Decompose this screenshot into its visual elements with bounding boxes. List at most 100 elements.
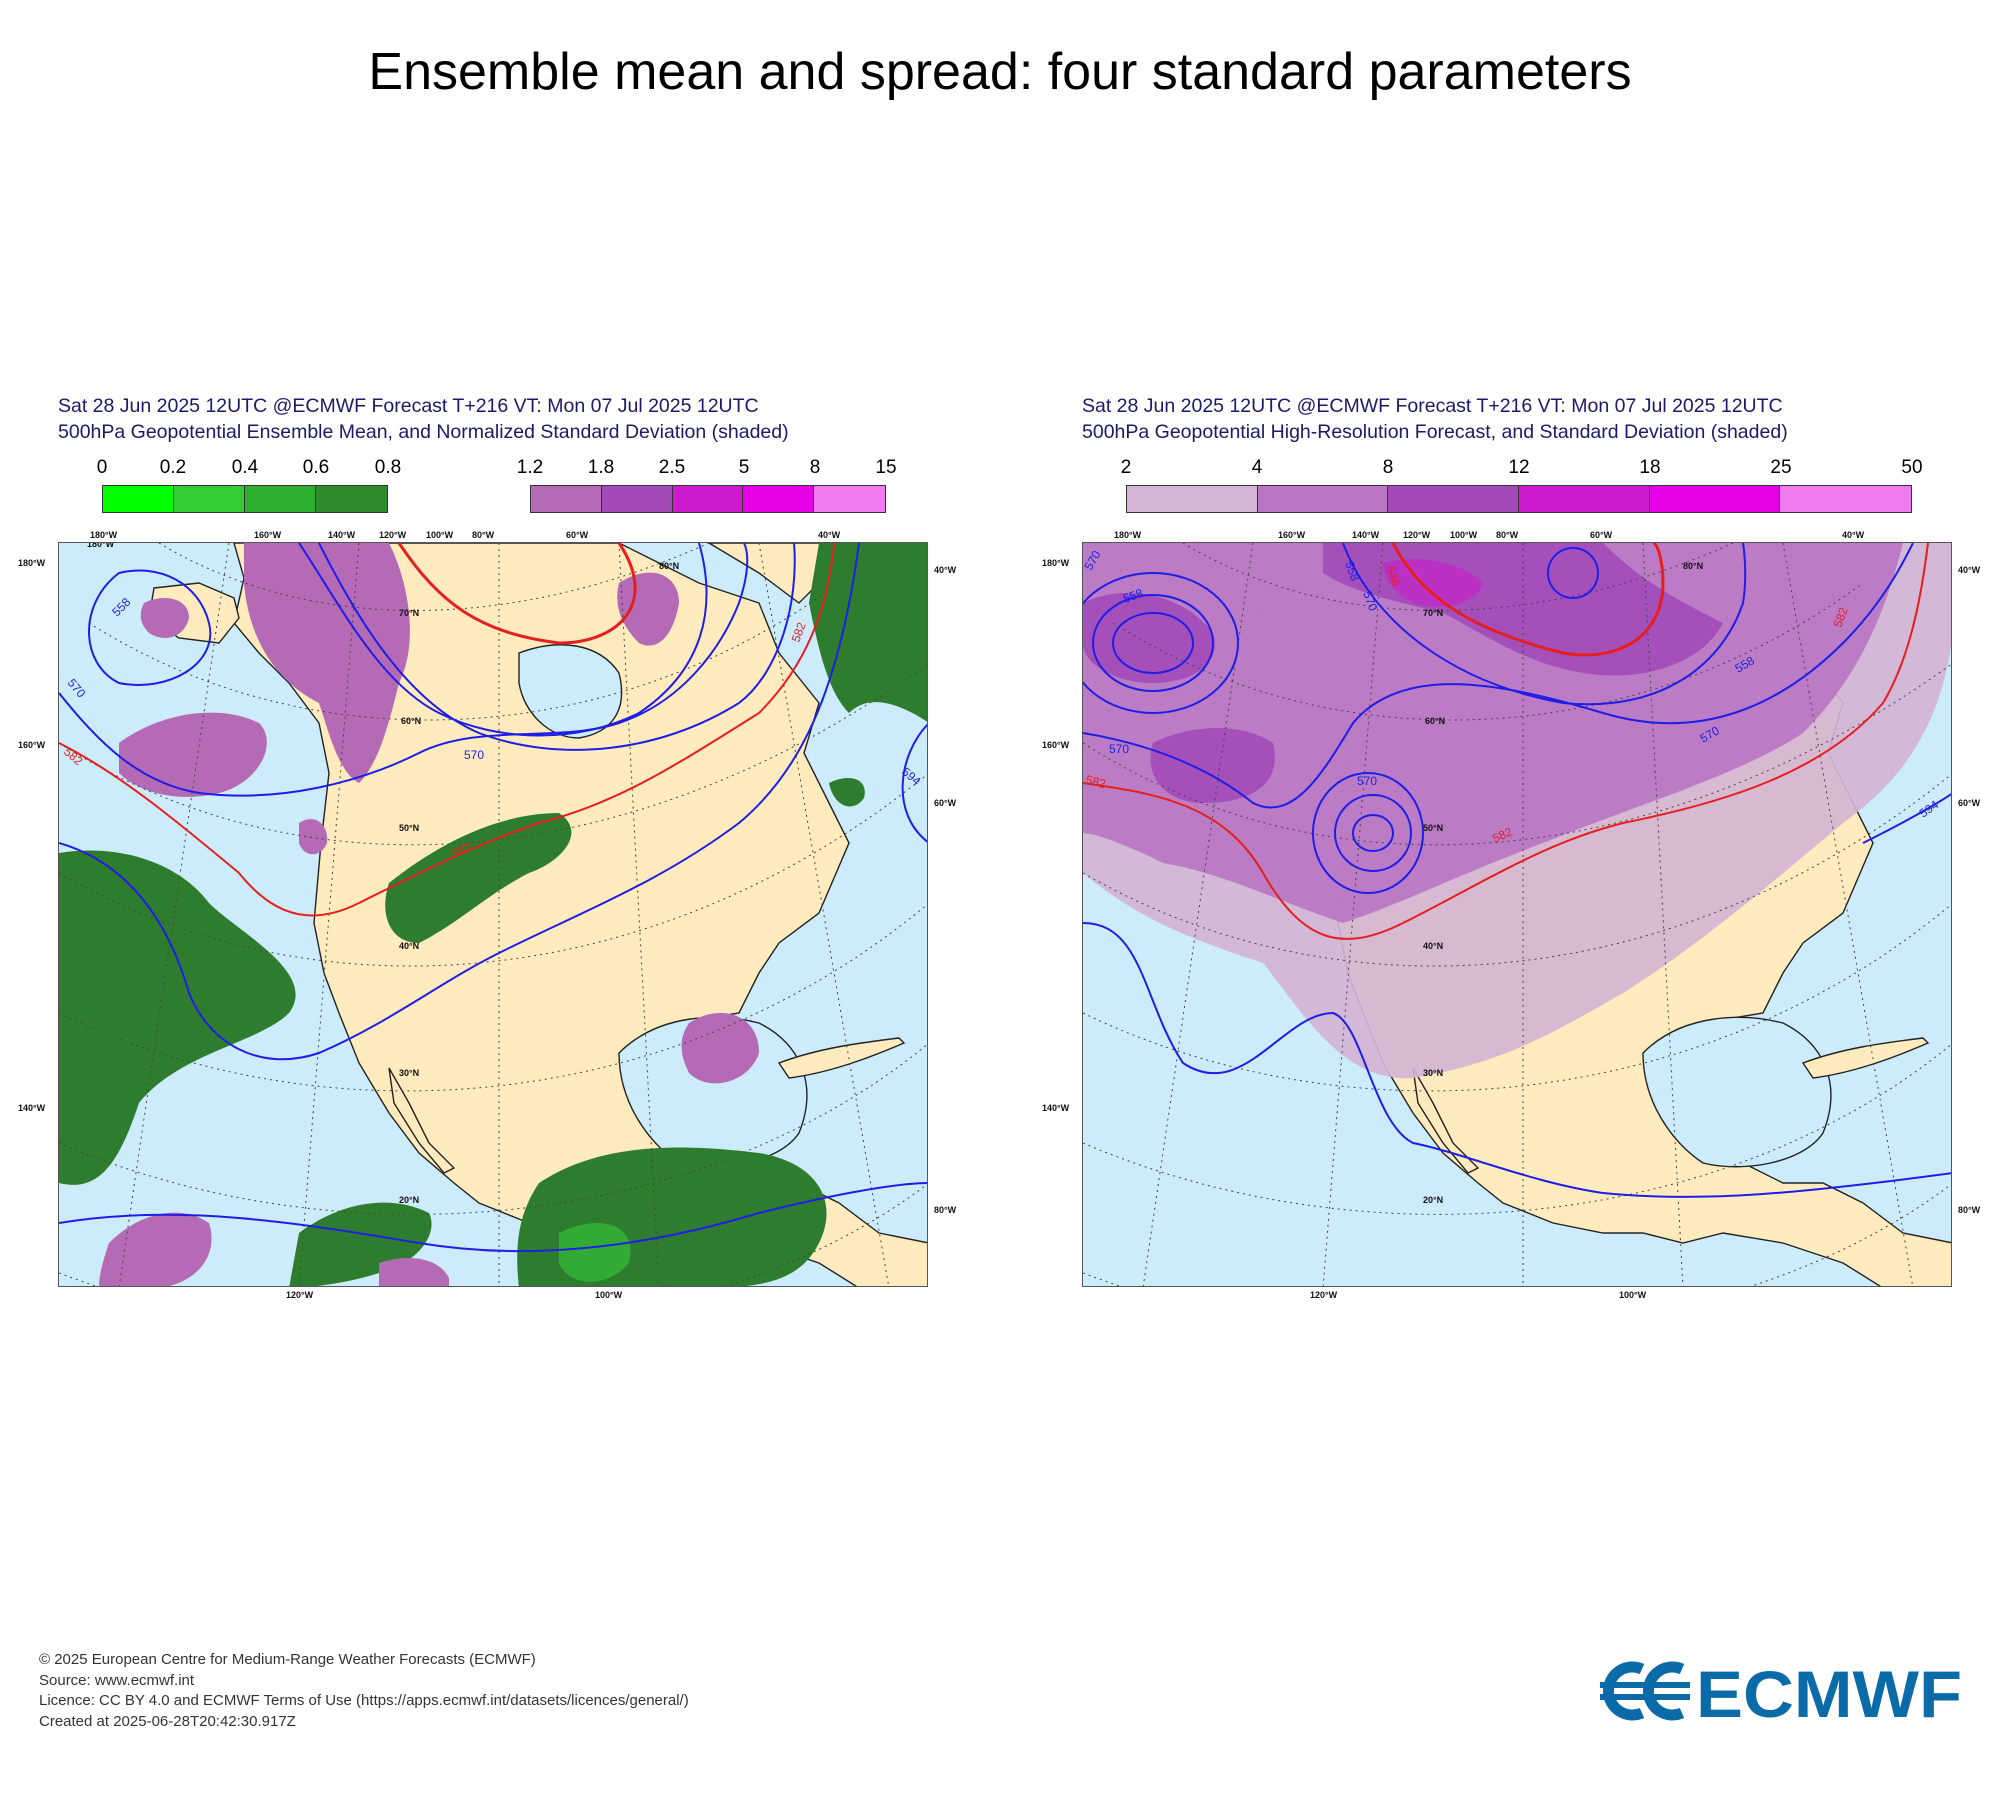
copyright-text: © 2025 European Centre for Medium-Range … [39,1651,536,1668]
colorbar-label: 2 [1120,457,1132,478]
colorbar-label: 0.4 [231,457,259,478]
contours [59,543,927,1253]
contour-line [1352,814,1394,852]
shade-purple [244,543,410,783]
colorbar-labels: 2 4 8 12 18 25 50 [1121,457,1923,481]
lat-label: 50°N [1423,823,1444,833]
lon-label-top: 140°W [1352,530,1380,540]
shade-spread-4 [1383,559,1483,607]
colorbar-label: 0 [96,457,108,478]
map-ensemble-mean[interactable]: 558 570 582 582 570 582 594 180°W 80°N 7… [58,542,928,1287]
hudson-bay [518,644,623,739]
colorbar-label: 2.5 [658,457,686,478]
lat-label: 30°N [399,1068,420,1078]
land-cuba [777,1037,906,1079]
logo-svg: ECMWF [1600,1657,1962,1731]
source-text: Source: www.ecmwf.int [39,1671,195,1689]
colorbar-seg [814,486,885,512]
contour-line [88,569,212,686]
lat-label-left: 140°W [1042,1103,1070,1113]
map-hires-forecast[interactable]: 570 558 570 582 558 570 546 570 582 558 … [1082,542,1952,1287]
lon-label-top: 160°W [254,530,282,540]
colorbar-label: 50 [1901,457,1923,478]
contour-line [1083,543,1929,940]
land-gulf-cutout [1642,1016,1832,1168]
logo-text: ECMWF [1696,1657,1962,1727]
colorbar-label: 0.6 [302,457,330,478]
colorbar-seg [316,486,387,512]
contour-line [298,543,708,737]
contour-label: 582 [1831,605,1851,629]
colorbar-seg [1257,486,1389,512]
licence-text: Licence: CC BY 4.0 and ECMWF Terms of Us… [39,1692,689,1709]
colorbar-a [102,485,388,513]
colorbar-seg [1518,486,1650,512]
contour-line [59,543,835,917]
shade-spread-3 [1150,728,1275,803]
lat-label: 80°N [1683,561,1704,571]
shade-purple [119,712,267,797]
lat-label-right: 60°W [1958,798,1981,808]
lat-label: 80°N [659,561,680,571]
contour-label: 582 [1084,772,1107,791]
lat-label: 60°N [401,716,422,726]
colorbar-label: 1.8 [587,457,615,478]
colorbar-seg [1388,486,1519,512]
lat-label: 30°N [1423,1068,1444,1078]
lon-label-bottom: 100°W [1619,1290,1647,1300]
contour-line [1083,572,1239,714]
colorbar-seg [103,486,174,512]
contour-label: 570 [1357,774,1377,788]
land-baja [1412,1067,1480,1174]
lon-label-top: 180°W [90,530,118,540]
contour-line [1083,922,1951,1198]
panel-title-line1: Sat 28 Jun 2025 12UTC @ECMWF Forecast T+… [1082,395,1783,417]
contour-label: 570 [1360,589,1380,613]
colorbar-seg [743,486,815,512]
lon-label-top: 140°W [328,530,356,540]
logo-mark-icon [1600,1661,1690,1721]
lon-label-bottom: 120°W [1310,1290,1338,1300]
map-svg: 558 570 582 582 570 582 594 [59,543,927,1286]
colorbar-label: 4 [1251,457,1263,478]
land-baja [388,1067,456,1174]
lon-label-top: 60°W [1590,530,1613,540]
lon-label-top: 120°W [1403,530,1431,540]
shade-green [385,813,572,943]
lon-label-top: 60°W [566,530,589,540]
colorbar-seg [531,486,602,512]
colorbar-label: 8 [1382,457,1394,478]
lon-label-top: 100°W [426,530,454,540]
colorbar-label: 18 [1639,457,1661,478]
colorbar-seg [245,486,316,512]
contours [1083,543,1951,1198]
lat-label: 70°N [399,608,420,618]
colorbar-seg [1649,486,1781,512]
contour-line [1862,793,1951,844]
contour-line [1547,547,1599,599]
colorbar-a-labels: 0 0.2 0.4 0.6 0.8 [97,457,402,481]
panel-title-line2: 500hPa Geopotential High-Resolution Fore… [1082,421,1788,443]
contour-line [901,723,927,843]
colorbar-b-labels: 1.2 1.8 2.5 5 8 15 [517,457,897,481]
contour-line [1112,612,1194,674]
colorbar-seg [601,486,673,512]
footer: © 2025 European Centre for Medium-Range … [39,1650,689,1732]
lat-label: 40°N [399,941,420,951]
lon-label-top: 100°W [1450,530,1478,540]
colorbar-label: 5 [738,457,750,478]
contour-label: 558 [1342,559,1362,583]
colorbar-seg [174,486,245,512]
contour-label: 570 [464,748,484,762]
colorbar-label: 15 [875,457,897,478]
ecmwf-logo: ECMWF [1590,1655,1966,1731]
shade-purple [617,572,679,646]
shade-purple [681,1013,759,1084]
lat-label-right: 40°W [1958,565,1981,575]
lon-label-top: 40°W [818,530,841,540]
panel-title-line2: 500hPa Geopotential Ensemble Mean, and N… [58,421,789,443]
lat-label: 40°N [1423,941,1444,951]
shade-purple [299,819,328,855]
land-cuba [1801,1037,1930,1079]
contour-line [1083,543,1914,809]
